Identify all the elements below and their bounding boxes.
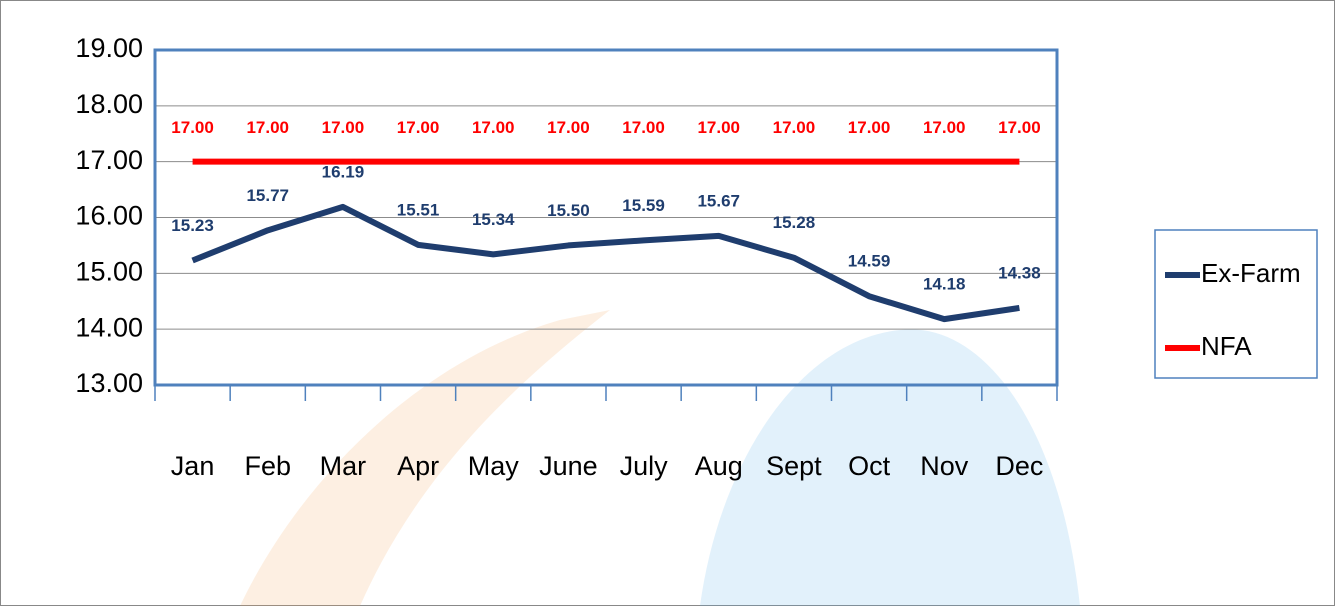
x-tick-label: Dec (995, 451, 1043, 481)
x-tick-label: Nov (920, 451, 969, 481)
chart: 13.00 14.00 15.00 16.00 17.00 18.00 19.00 Jan Fe… (0, 0, 1335, 606)
data-label: 14.59 (848, 252, 891, 271)
data-label: 15.67 (697, 191, 740, 210)
data-label: 15.23 (171, 216, 214, 235)
data-label: 17.00 (397, 118, 440, 137)
x-tick-label: Feb (244, 451, 291, 481)
x-tick-label: June (539, 451, 598, 481)
y-tick-label: 13.00 (75, 368, 143, 398)
legend-label: Ex-Farm (1201, 258, 1301, 288)
data-label: 15.51 (397, 200, 440, 219)
x-tick-label: Aug (695, 451, 743, 481)
data-label: 17.00 (773, 118, 816, 137)
data-label: 17.00 (923, 118, 966, 137)
data-label: 15.50 (547, 201, 590, 220)
x-tick-label: Apr (397, 451, 439, 481)
data-label: 17.00 (472, 118, 515, 137)
data-label: 15.34 (472, 210, 515, 229)
data-label: 17.00 (547, 118, 590, 137)
y-tick-label: 15.00 (75, 256, 143, 286)
data-label: 17.00 (697, 118, 740, 137)
data-label: 15.28 (773, 213, 816, 232)
x-tick-label: July (620, 451, 669, 481)
y-tick-label: 16.00 (75, 201, 143, 231)
chart-frame (1, 1, 1335, 606)
data-label: 17.00 (998, 118, 1041, 137)
data-label: 14.18 (923, 275, 966, 294)
x-tick-label: Oct (848, 451, 891, 481)
data-label: 17.00 (246, 118, 289, 137)
y-tick-label: 17.00 (75, 145, 143, 175)
data-label: 17.00 (322, 118, 365, 137)
data-label: 14.38 (998, 263, 1041, 282)
x-tick-label: Sept (766, 451, 822, 481)
data-label: 17.00 (171, 118, 214, 137)
x-tick-label: Jan (171, 451, 215, 481)
x-tick-label: Mar (320, 451, 367, 481)
legend-label: NFA (1201, 331, 1252, 361)
y-tick-label: 19.00 (75, 33, 143, 63)
x-tick-label: May (468, 451, 520, 481)
y-tick-label: 18.00 (75, 89, 143, 119)
y-tick-label: 14.00 (75, 312, 143, 342)
data-label: 15.77 (246, 186, 289, 205)
data-label: 17.00 (622, 118, 665, 137)
data-label: 16.19 (322, 162, 365, 181)
data-label: 15.59 (622, 196, 665, 215)
data-label: 17.00 (848, 118, 891, 137)
